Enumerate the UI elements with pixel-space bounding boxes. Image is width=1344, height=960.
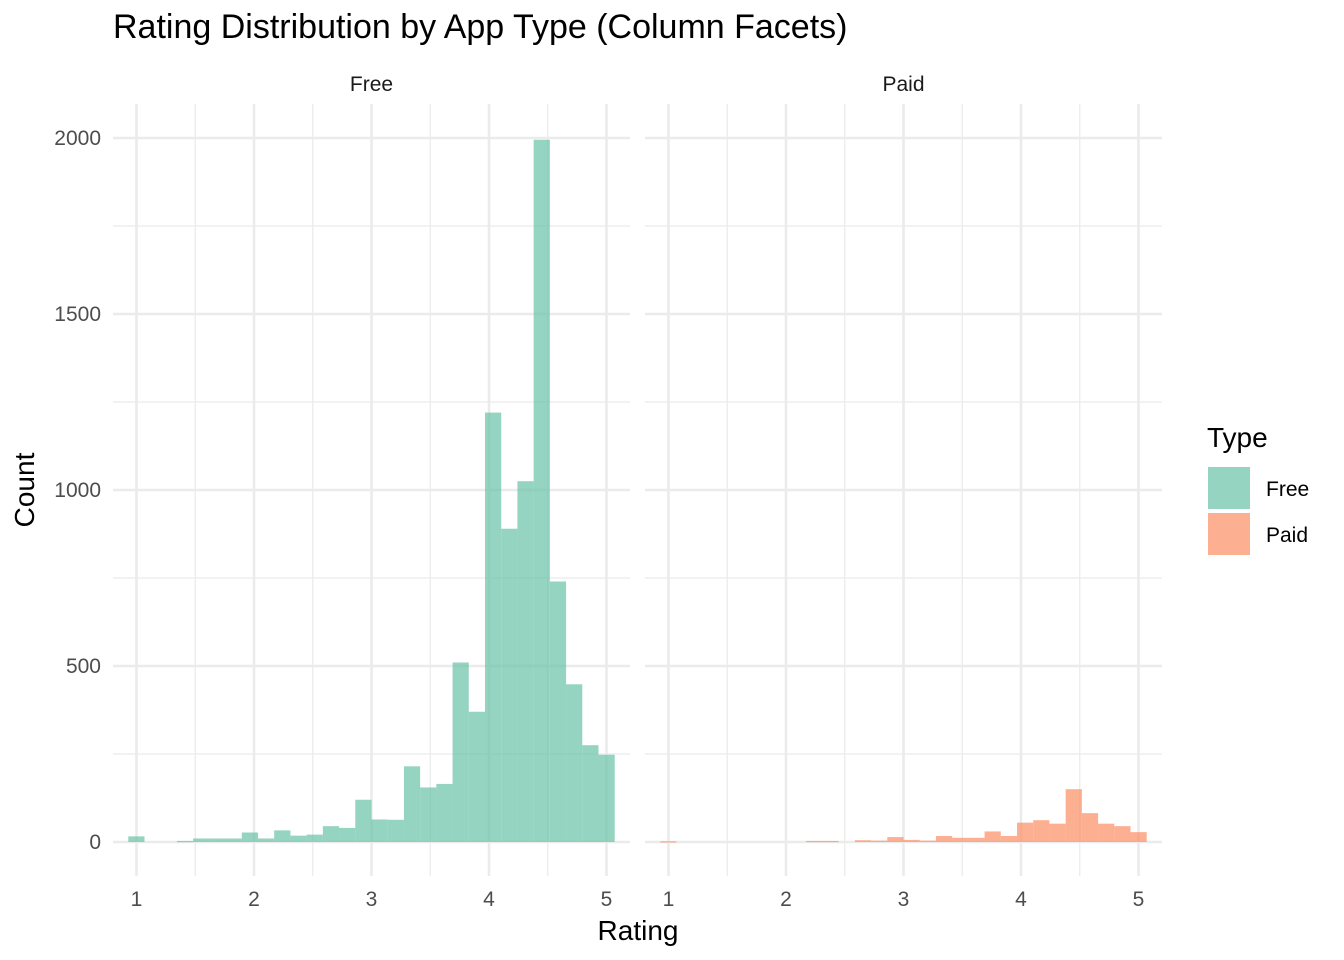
histogram-bar-free <box>355 799 372 842</box>
y-axis-title: Count <box>9 452 40 527</box>
histogram-bar-paid <box>1000 836 1018 842</box>
legend-label-paid: Paid <box>1266 524 1308 547</box>
y-tick-label: 2000 <box>54 127 101 150</box>
histogram-bar-free <box>566 684 583 842</box>
x-tick-label: 3 <box>366 888 378 911</box>
histogram-bar-paid <box>871 840 888 842</box>
legend: Type Free Paid <box>1207 422 1309 555</box>
histogram-bar-free <box>128 836 145 842</box>
histogram-bar-paid <box>968 837 985 842</box>
legend-label-free: Free <box>1266 478 1309 501</box>
histogram-bar-paid <box>903 839 920 842</box>
histogram-bar-paid <box>1065 789 1082 842</box>
panel-free: Free 1 2 3 4 5 0 500 1000 1500 2000 <box>54 73 630 911</box>
x-tick-label: 2 <box>248 888 260 911</box>
histogram-bar-paid <box>822 840 839 843</box>
histogram-bar-free <box>452 662 469 842</box>
x-tick-label: 5 <box>601 888 613 911</box>
histogram-bar-paid <box>854 840 872 842</box>
y-tick-label: 1500 <box>54 303 101 326</box>
histogram-bar-paid <box>1049 823 1066 842</box>
y-tick-label: 0 <box>89 831 101 854</box>
legend-title: Type <box>1207 422 1268 453</box>
histogram-bar-paid <box>806 840 823 843</box>
histogram-bar-paid <box>1098 823 1115 842</box>
histogram-bar-free <box>339 827 356 842</box>
y-tick-label: 500 <box>66 655 101 678</box>
facet-strip-label: Free <box>350 73 393 96</box>
histogram-bar-paid <box>1130 832 1147 842</box>
facet-strip-label: Paid <box>882 73 924 96</box>
histogram-bar-paid <box>919 840 936 842</box>
histogram-bar-free <box>176 840 194 843</box>
histogram-bar-paid <box>660 841 677 843</box>
histogram-bar-free <box>306 834 323 842</box>
histogram-bar-free <box>387 819 404 842</box>
histogram-bar-free <box>193 838 210 842</box>
histogram-bar-paid <box>1081 813 1099 842</box>
histogram-bar-free <box>436 783 453 842</box>
x-axis-title: Rating <box>598 915 679 946</box>
histogram-bar-paid <box>935 836 953 842</box>
x-tick-label: 4 <box>483 888 495 911</box>
histogram-bar-free <box>209 838 226 842</box>
histogram-bar-free <box>598 754 615 842</box>
histogram-bar-free <box>322 826 340 842</box>
y-tick-label: 1000 <box>54 479 101 502</box>
x-tick-label: 1 <box>663 888 675 911</box>
histogram-bar-paid <box>984 831 1001 842</box>
chart-title: Rating Distribution by App Type (Column … <box>113 8 848 46</box>
legend-key-paid <box>1208 513 1250 555</box>
histogram-bar-paid <box>952 837 969 842</box>
histogram-bar-free <box>371 819 388 842</box>
histogram-bar-free <box>468 711 486 842</box>
x-tick-label: 4 <box>1015 888 1027 911</box>
histogram-bar-free <box>225 838 242 842</box>
histogram-bar-paid <box>1017 822 1034 842</box>
histogram-bar-free <box>274 830 291 842</box>
histogram-bar-free <box>420 787 437 842</box>
histogram-bar-free <box>549 581 567 842</box>
x-tick-label: 5 <box>1133 888 1145 911</box>
legend-key-free <box>1208 467 1250 509</box>
histogram-bar-free <box>241 832 258 842</box>
histogram-bar-paid <box>1033 820 1050 842</box>
histogram-bar-free <box>501 528 518 842</box>
facet-panels: Free 1 2 3 4 5 0 500 1000 1500 2000 Paid 1 2 3 4 5 <box>54 73 1162 911</box>
panel-paid: Paid 1 2 3 4 5 <box>645 73 1162 911</box>
histogram-bar-free <box>485 412 502 842</box>
histogram-bar-free <box>257 838 275 842</box>
histogram-bar-paid <box>1114 826 1131 842</box>
x-tick-label: 2 <box>780 888 792 911</box>
histogram-bar-free <box>582 745 599 842</box>
histogram-bar-free <box>517 481 534 842</box>
histogram-bar-paid <box>887 837 904 842</box>
x-tick-label: 1 <box>131 888 143 911</box>
histogram-bar-free <box>290 835 307 842</box>
x-tick-label: 3 <box>898 888 910 911</box>
histogram-bar-free <box>533 139 550 842</box>
histogram-bar-free <box>403 766 421 842</box>
